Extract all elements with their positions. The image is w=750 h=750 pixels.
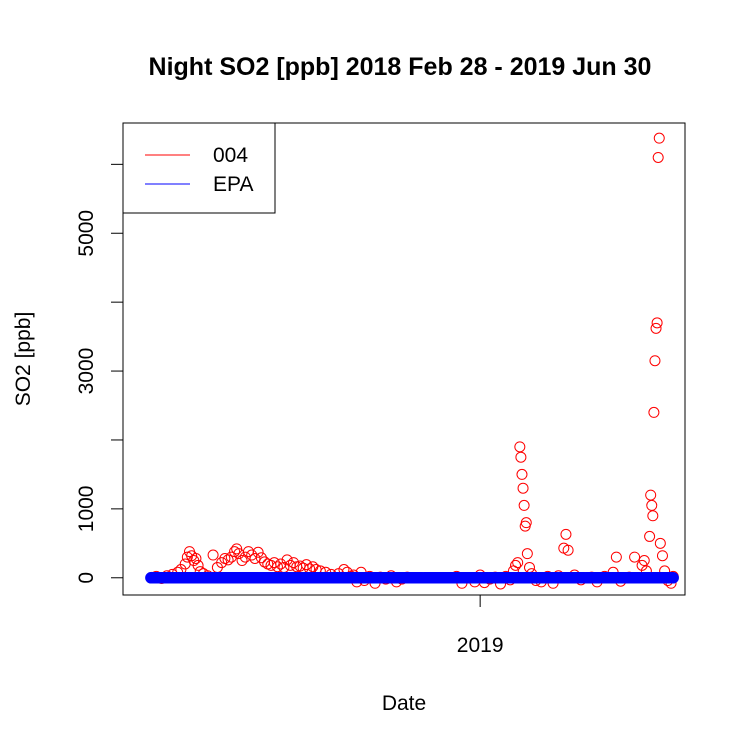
data-point-004	[281, 554, 293, 566]
data-point-004	[629, 551, 641, 563]
data-point-004	[222, 554, 234, 566]
data-point-004	[654, 537, 666, 549]
plot-area	[145, 132, 679, 590]
data-point-004	[516, 468, 528, 480]
legend-box	[122, 122, 276, 214]
data-point-004	[644, 530, 656, 542]
data-point-004	[288, 557, 300, 569]
data-point-004	[510, 559, 522, 571]
x-axis: 2019	[457, 595, 504, 657]
data-point-004	[636, 559, 648, 571]
data-point-004	[181, 551, 193, 563]
data-point-004	[271, 561, 283, 573]
data-point-004	[656, 550, 668, 562]
plot-frame	[122, 122, 686, 596]
series-epa	[145, 572, 679, 584]
data-point-004	[300, 559, 312, 571]
data-point-004	[562, 544, 574, 556]
y-tick-label: 3000	[75, 348, 98, 395]
data-point-004	[216, 557, 228, 569]
data-point-004	[652, 151, 664, 163]
y-tick-label: 5000	[75, 210, 98, 257]
data-point-004	[518, 499, 530, 511]
y-tick-label: 1000	[75, 486, 98, 533]
data-point-004	[517, 482, 529, 494]
data-point-004	[225, 551, 237, 563]
legend-label-004: 004	[213, 144, 248, 167]
data-point-004	[648, 406, 660, 418]
data-point-004	[231, 543, 243, 555]
data-point-004	[268, 557, 280, 569]
data-point-004	[610, 551, 622, 563]
y-tick-label: 0	[75, 572, 98, 584]
data-point-004	[638, 555, 650, 567]
data-point-004	[512, 557, 524, 569]
legend: 004 EPA	[122, 122, 276, 214]
y-axis: 0 1000 3000 5000	[75, 163, 123, 584]
data-point-004	[255, 552, 267, 564]
x-tick-label: 2019	[457, 634, 504, 657]
data-point-004	[190, 552, 202, 564]
legend-label-epa: EPA	[213, 173, 253, 196]
data-point-004	[192, 559, 204, 571]
data-point-004	[249, 552, 261, 564]
data-point-epa	[667, 572, 679, 584]
y-axis-label: SO2 [ppb]	[12, 312, 35, 407]
data-point-004	[647, 510, 659, 522]
data-point-004	[649, 355, 661, 367]
data-point-004	[653, 132, 665, 144]
chart-title: Night SO2 [ppb] 2018 Feb 28 - 2019 Jun 3…	[149, 53, 652, 81]
data-point-004	[560, 528, 572, 540]
data-point-004	[651, 317, 663, 329]
x-axis-label: Date	[382, 692, 426, 715]
data-point-004	[650, 322, 662, 334]
data-point-004	[252, 546, 264, 558]
data-point-004	[207, 549, 219, 561]
data-point-004	[520, 517, 532, 529]
data-point-004	[236, 555, 248, 567]
data-point-004	[515, 451, 527, 463]
data-point-004	[521, 548, 533, 560]
